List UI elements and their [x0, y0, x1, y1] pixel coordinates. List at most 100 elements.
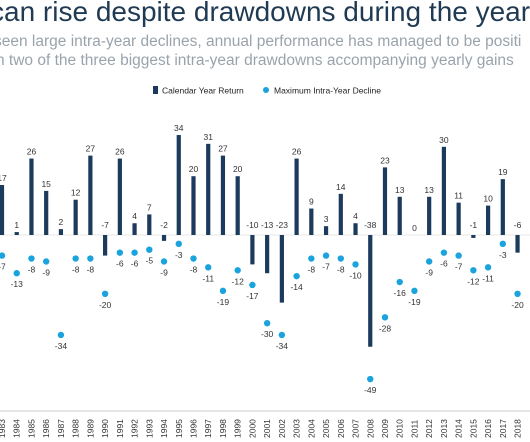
bar-2004: [309, 208, 314, 235]
dot-2016: [484, 264, 492, 271]
dot-1984: [13, 270, 20, 277]
dot-2009: [381, 314, 389, 321]
bar-1999: [235, 176, 240, 235]
dot-label-2010: -16: [394, 288, 407, 298]
x-tick-2004: 2004: [306, 419, 316, 438]
bar-1984: [14, 232, 19, 235]
bar-series: [0, 135, 520, 347]
dot-label-1993: -5: [146, 256, 154, 266]
bar-label-2015: -1: [470, 220, 478, 230]
dot-label-1991: -6: [116, 259, 124, 269]
dot-label-2005: -7: [322, 262, 330, 272]
x-tick-1993: 1993: [144, 419, 154, 438]
dot-1988: [72, 255, 79, 262]
bar-2014: [456, 202, 461, 235]
dot-2003: [293, 272, 300, 280]
dot-label-2016: -11: [482, 273, 494, 283]
dot-label-1984: -13: [11, 279, 24, 289]
dot-label-2015: -12: [467, 276, 480, 286]
bar-1998: [220, 155, 226, 235]
x-tick-2006: 2006: [336, 419, 346, 438]
legend-label-intra-year-decline: Maximum Intra-Year Decline: [274, 86, 381, 96]
dot-2008: [367, 375, 374, 383]
bar-label-2009: 23: [380, 155, 390, 165]
dot-label-2002: -34: [276, 341, 289, 351]
x-tick-1991: 1991: [115, 419, 125, 438]
dot-label-1988: -8: [72, 265, 80, 275]
bar-1988: [73, 199, 78, 235]
bar-2012: [427, 196, 432, 235]
bar-label-1990: -7: [101, 220, 109, 230]
x-tick-1986: 1986: [41, 419, 51, 438]
bar-2002: [279, 235, 284, 303]
dot-label-2006: -8: [337, 265, 345, 275]
bar-1997: [206, 143, 211, 235]
dot-label-1999: -12: [232, 276, 245, 286]
dot-1994: [160, 258, 168, 265]
bar-1992: [132, 223, 137, 235]
bar-label-1987: 2: [59, 217, 64, 227]
chart-title: can rise despite drawdowns during the ye…: [0, 0, 530, 27]
bar-1996: [191, 176, 196, 235]
x-tick-2012: 2012: [424, 419, 434, 438]
bar-1995: [176, 135, 181, 235]
dot-label-1992: -6: [131, 259, 139, 269]
dot-1985: [28, 255, 35, 262]
x-tick-2011: 2011: [409, 419, 419, 438]
bar-label-2013: 30: [439, 135, 449, 145]
dot-label-2012: -9: [425, 267, 433, 277]
dot-label-1987: -34: [55, 341, 68, 351]
bar-1991: [117, 158, 122, 235]
dot-label-1997: -11: [202, 273, 214, 283]
bar-2000: [250, 235, 255, 265]
x-tick-1990: 1990: [100, 419, 110, 438]
x-tick-2014: 2014: [454, 419, 464, 438]
x-tick-2003: 2003: [292, 419, 302, 438]
dot-2011: [411, 287, 418, 295]
bar-2010: [397, 196, 402, 235]
chart-subtitle-line-1: seen large intra-year declines, annual p…: [0, 33, 522, 50]
x-tick-1996: 1996: [188, 419, 198, 438]
dot-label-2009: -28: [379, 323, 392, 333]
bar-label-1988: 12: [71, 188, 81, 198]
bar-label-2003: 26: [292, 147, 302, 157]
bar-label-2002: -23: [276, 220, 289, 230]
dot-label-1990: -20: [99, 300, 112, 310]
bar-1983: [0, 185, 5, 235]
dot-label-2018: -20: [511, 300, 524, 310]
dot-2000: [249, 281, 256, 289]
bar-2009: [382, 167, 388, 235]
dot-label-2011: -19: [408, 297, 421, 307]
dot-label-1998: -19: [217, 297, 230, 307]
x-tick-1994: 1994: [159, 419, 169, 438]
bar-label-1984: 1: [14, 220, 19, 230]
bar-label-2010: 13: [395, 185, 405, 195]
dot-label-2003: -14: [290, 282, 303, 292]
bar-label-1996: 20: [189, 164, 199, 174]
dot-label-1994: -9: [160, 267, 168, 277]
legend: Calendar Year Return Maximum Intra-Year …: [153, 86, 381, 96]
legend-swatch-intra-year-decline: [263, 87, 269, 93]
dot-1990: [101, 290, 109, 297]
bar-1990: [103, 235, 108, 256]
x-tick-1989: 1989: [85, 419, 95, 438]
dot-2007: [352, 261, 359, 268]
dot-label-2017: -3: [499, 250, 507, 260]
chart-subtitle-line-2: h two of the three biggest intra-year dr…: [0, 52, 514, 69]
dot-value-labels: -7 -13 -8 -9 -34 -8 -8 -20 -6 -6 -5 -9 -3 -8 -11 -19 -12…: [0, 250, 524, 395]
bar-2017: [500, 179, 505, 235]
bar-label-2018: -6: [514, 220, 522, 230]
bar-label-1992: 4: [132, 211, 137, 221]
bar-2013: [441, 146, 446, 235]
x-axis-tick-labels: 1983 1984 1985 1986 1987 1988 1989 1990 1991 1992…: [0, 419, 523, 438]
bar-label-2000: -10: [246, 220, 259, 230]
legend-swatch-calendar-return: [153, 86, 158, 94]
dot-1996: [190, 255, 197, 262]
bar-label-2001: -13: [261, 220, 274, 230]
bar-label-2017: 19: [498, 167, 508, 177]
dot-label-2004: -8: [308, 265, 316, 275]
dot-label-1995: -3: [175, 250, 183, 260]
bar-label-1993: 7: [147, 202, 152, 212]
x-tick-2002: 2002: [277, 419, 287, 438]
